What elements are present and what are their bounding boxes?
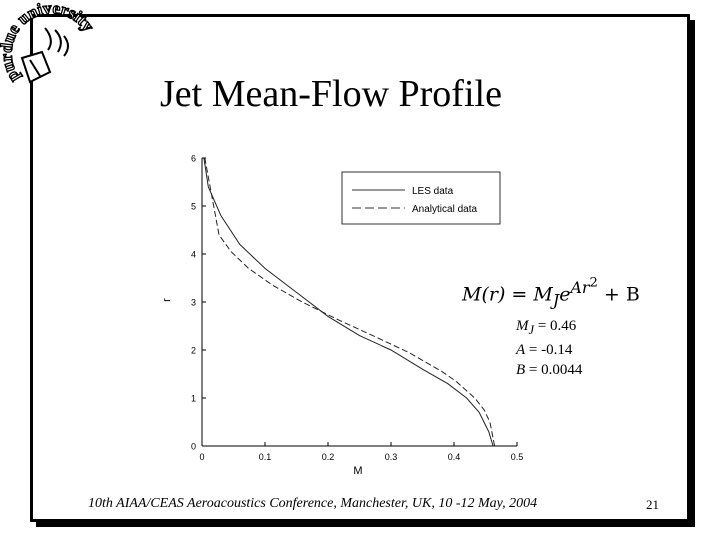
frame-shadow	[36, 522, 695, 527]
param-a: A = -0.14	[516, 342, 573, 358]
profile-formula: M(r) = MJeAr2 + B	[462, 276, 640, 310]
x-tick-label: 0.1	[259, 452, 272, 462]
y-axis-label: r	[161, 298, 173, 302]
legend-box	[341, 171, 501, 225]
legend-label-les: LES data	[412, 186, 454, 197]
page-number: 21	[646, 497, 659, 512]
y-tick-label: 2	[191, 346, 196, 356]
param-mj: MJ = 0.46	[516, 318, 577, 337]
x-axis-label: M	[353, 465, 362, 477]
x-tick-label: 0.4	[448, 452, 461, 462]
legend-label-analytical: Analytical data	[412, 204, 477, 215]
x-tick-label: 0.2	[322, 452, 335, 462]
formula-parameters: MJ = 0.46 A = -0.14 B = 0.0044	[516, 316, 582, 380]
mean-flow-chart: 0 1 2 3 4 5 6 0 0.1 0.2 0.3 0.4 0.5 r M LES data An…	[161, 154, 524, 478]
purdue-seal-icon: purdue university	[0, 0, 99, 87]
x-tick-label: 0.5	[511, 452, 524, 462]
param-b: B = 0.0044	[516, 362, 583, 378]
slide-frame	[30, 14, 690, 522]
legend: LES data Analytical data	[341, 171, 501, 225]
y-tick-label: 4	[191, 250, 196, 260]
slide-title: Jet Mean-Flow Profile	[160, 73, 502, 115]
x-tick-label: 0.3	[385, 452, 398, 462]
analytical-data-line	[204, 157, 496, 447]
y-tick-label: 1	[191, 394, 196, 404]
les-data-line	[203, 157, 494, 447]
x-tick-label: 0	[199, 452, 204, 462]
y-tick-label: 6	[191, 154, 196, 164]
y-tick-label: 0	[191, 442, 196, 452]
frame-shadow	[690, 20, 695, 527]
y-tick-label: 3	[191, 298, 196, 308]
y-tick-label: 5	[191, 202, 196, 212]
footer-text: 10th AIAA/CEAS Aeroacoustics Conference,…	[88, 496, 538, 511]
